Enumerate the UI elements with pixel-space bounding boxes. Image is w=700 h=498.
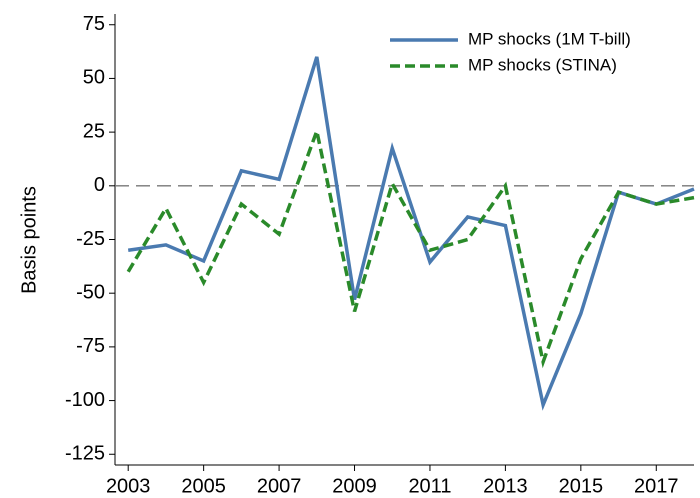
y-axis-label: Basis points: [18, 186, 40, 294]
x-tick-label: 2017: [634, 475, 679, 497]
x-tick-label: 2003: [106, 475, 151, 497]
y-tick-label: -50: [76, 281, 105, 303]
x-tick-label: 2013: [483, 475, 528, 497]
y-tick-label: 25: [83, 120, 105, 142]
x-tick-label: 2005: [181, 475, 226, 497]
y-tick-label: -25: [76, 228, 105, 250]
x-tick-label: 2007: [257, 475, 302, 497]
y-tick-label: -75: [76, 335, 105, 357]
x-tick-label: 2015: [559, 475, 604, 497]
y-tick-label: 0: [94, 174, 105, 196]
series-line: [127, 56, 695, 411]
legend-label: MP shocks (1M T-bill): [468, 29, 631, 48]
legend-label: MP shocks (STINA): [468, 55, 617, 74]
y-tick-label: 50: [83, 67, 105, 89]
x-tick-label: 2009: [332, 475, 377, 497]
x-tick-label: 2011: [408, 475, 451, 497]
y-tick-label: -100: [65, 389, 105, 411]
y-tick-label: -125: [65, 443, 105, 465]
series-line: [126, 124, 695, 369]
y-tick-label: 75: [83, 13, 105, 35]
